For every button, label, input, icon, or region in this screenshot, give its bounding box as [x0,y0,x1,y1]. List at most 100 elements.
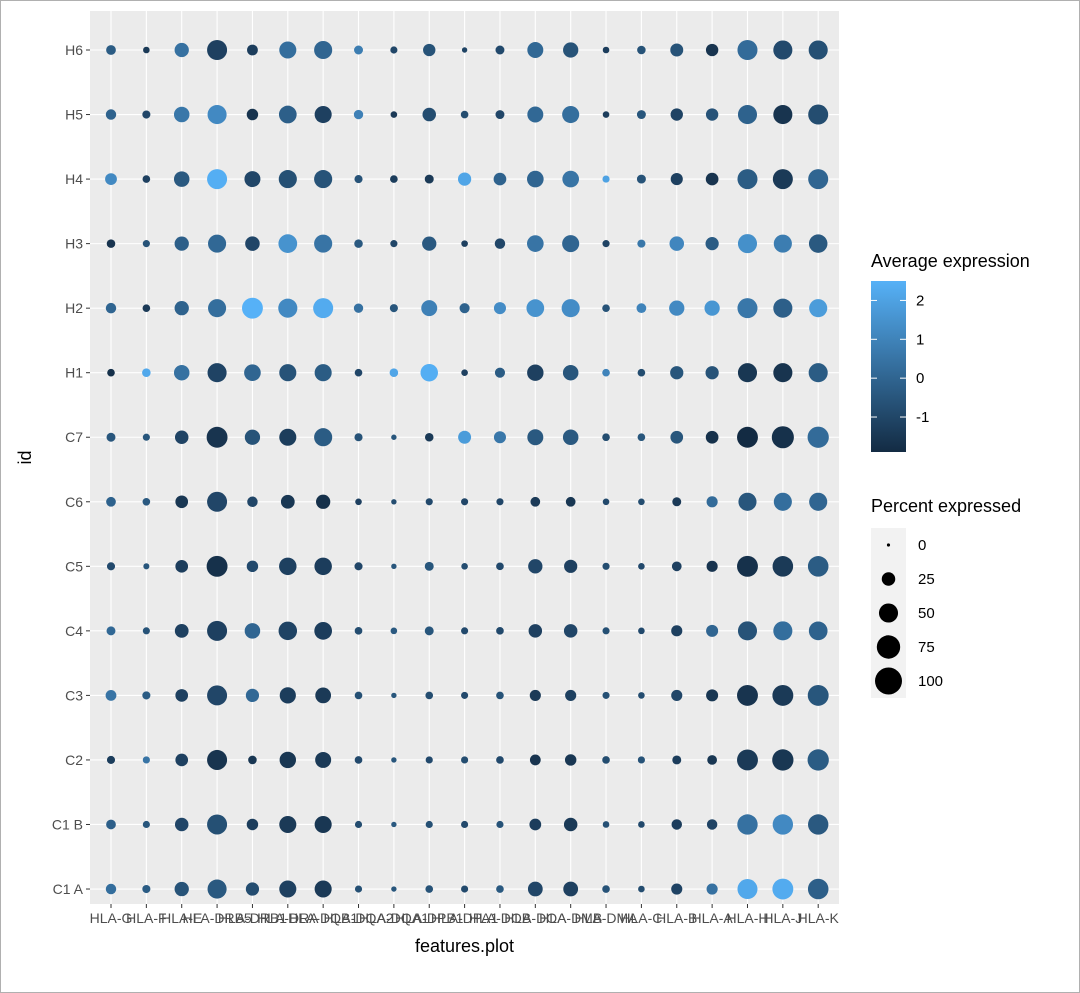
dot-c5-hla-dqa1 [391,563,397,570]
dot-h6-hla-f [143,46,150,54]
dot-h4-hla-dpb1 [424,174,434,184]
dot-h1-hla-doa [527,364,544,381]
dot-h2-hla-b [669,300,685,316]
dot-c1a-hla-dob [496,885,504,893]
dot-c4-hla-g [106,626,116,636]
dot-c1b-hla-f [142,820,150,829]
dot-c3-hla-j [772,684,794,706]
dot-h2-hla-j [773,298,793,318]
dot-c7-hla-dqb1 [314,428,333,447]
dot-h1-hla-dqb1 [314,364,332,382]
dot-c3-hla-dra [279,687,296,704]
x-tick-label: HLA-DQA1 [359,910,429,926]
y-tick-label: C3 [65,687,83,703]
dot-c1b-hla-drb5 [207,814,228,835]
dot-h5-hla-c [636,110,646,120]
dot-c1a-hla-b [671,883,683,895]
dot-h2-hla-e [174,301,189,316]
dot-c3-hla-doa [529,689,541,701]
x-tick-label: HLA-B [656,910,697,926]
dot-h5-hla-j [773,104,793,125]
dot-c1a-hla-a [706,883,718,895]
dot-c2-hla-a [707,755,717,765]
dot-c1b-hla-dpb1 [425,820,433,829]
dot-h1-hla-dra [279,364,297,382]
dot-c4-hla-dpb1 [424,626,434,636]
dot-c3-hla-k [807,684,829,706]
dot-h5-hla-g [105,109,117,120]
dot-h2-hla-dqb1 [313,298,334,319]
dot-h4-hla-g [105,173,117,185]
dot-h5-hla-dqa2 [353,109,364,120]
dot-c1b-hla-dqa2 [354,820,363,829]
dot-c5-hla-dpa1 [461,563,468,570]
dot-h4-hla-dob [493,172,507,186]
dot-h5-hla-dra [278,105,297,124]
y-tick-label: H1 [65,365,83,381]
dot-c1b-hla-drb1 [246,818,259,831]
dot-h5-hla-dpb1 [422,107,436,122]
dot-h4-hla-dqa2 [354,175,363,184]
dot-c1b-hla-dqa1 [391,821,397,828]
dot-h2-hla-drb5 [208,299,227,318]
dot-h1-hla-dob [494,367,506,378]
dot-h6-hla-c [637,45,646,55]
dot-c3-hla-e [175,689,189,702]
dot-h2-hla-dmb [561,299,580,318]
dot-h2-hla-dpa1 [459,303,470,314]
dot-h1-hla-f [142,368,151,377]
dot-c3-hla-h [737,684,758,706]
dot-c5-hla-dma [602,562,610,570]
dot-c7-hla-drb1 [244,429,261,445]
dot-c4-hla-dma [602,627,610,635]
dot-h3-hla-doa [526,235,544,252]
dot-layer [105,39,829,900]
dot-c2-hla-drb5 [207,749,228,770]
dot-c3-hla-a [706,689,719,702]
size-legend-label: 100 [918,673,943,690]
dot-c7-hla-drb5 [206,426,228,448]
dot-c6-hla-doa [530,496,541,507]
dot-c5-hla-k [807,556,829,577]
dot-h6-hla-dpb1 [423,43,436,57]
dot-h2-hla-k [809,299,828,318]
dot-c1b-hla-dpa1 [461,820,469,829]
dot-h3-hla-dra [278,234,298,253]
dot-c6-hla-dpb1 [425,498,433,506]
dot-c2-hla-j [772,749,794,771]
dot-c1a-hla-h [737,879,758,900]
size-legend-dot [881,572,896,586]
dot-c6-hla-dmb [565,496,576,507]
dot-h6-hla-dqb1 [314,40,333,60]
dot-h2-hla-dra [278,298,298,318]
dot-h4-hla-h [737,169,758,190]
dot-h3-hla-dqa2 [354,239,363,248]
x-tick-label: HLA-H [726,910,768,926]
y-tick-label: H3 [65,236,83,252]
y-tick-label: C1 A [53,881,84,897]
dot-c7-hla-dma [602,433,610,442]
dot-c7-hla-dpa1 [458,430,472,444]
dot-h2-hla-doa [526,299,545,318]
dot-h4-hla-dqa1 [390,175,398,183]
dot-h3-hla-a [705,237,719,251]
dot-h1-hla-g [107,368,115,377]
dot-c4-hla-drb5 [207,620,228,641]
dot-h1-hla-drb1 [244,364,261,382]
dot-c4-hla-k [808,621,828,641]
dot-c6-hla-dqa1 [391,499,397,505]
dot-h4-hla-doa [526,170,544,188]
dot-h5-hla-dmb [562,106,580,124]
color-bar [871,281,906,452]
dot-c1a-hla-dra [279,880,297,898]
dot-c6-hla-b [672,497,682,507]
dot-h3-hla-dmb [562,235,580,253]
dot-c7-hla-h [737,426,758,448]
dot-c1a-hla-j [772,878,794,900]
dot-c1a-hla-doa [527,881,543,897]
dot-c3-hla-dqa1 [391,692,397,699]
dot-c5-hla-f [143,563,150,570]
color-tick-label: 2 [916,292,924,309]
x-tick-label: HLA-DPB1 [395,910,464,926]
